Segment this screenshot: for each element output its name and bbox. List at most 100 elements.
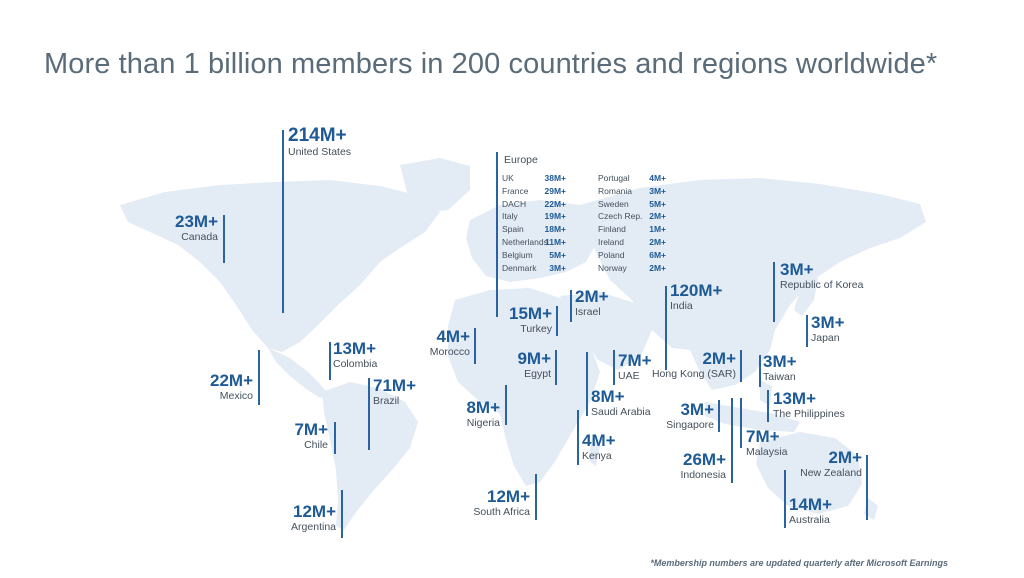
europe-country-value: 2M+ — [649, 262, 666, 273]
egypt-value: 9M+ — [517, 349, 551, 368]
europe-country-name: Czech Rep. — [598, 211, 643, 222]
tick-malaysia — [740, 398, 742, 448]
europe-country-value: 22M+ — [544, 198, 567, 209]
label-japan: 3M+ Japan — [811, 314, 845, 344]
europe-country-name: Romania — [598, 185, 633, 196]
tick-brazil — [368, 378, 370, 450]
label-argentina: 12M+ Argentina — [278, 503, 336, 533]
tick-australia — [784, 470, 786, 528]
europe-country-name: Belgium — [502, 249, 533, 260]
label-kenya: 4M+ Kenya — [582, 432, 616, 462]
europe-country-name: Denmark — [502, 262, 537, 273]
europe-country-name: France — [502, 185, 529, 196]
hong-kong-value: 2M+ — [702, 349, 736, 368]
tick-argentina — [341, 490, 343, 538]
united-states-name: United States — [288, 146, 352, 158]
nigeria-name: Nigeria — [466, 417, 500, 429]
land-southeast-asia — [705, 402, 800, 432]
europe-country-name: Poland — [598, 249, 625, 260]
canada-name: Canada — [181, 231, 218, 243]
land-australia — [756, 432, 862, 514]
land-north-america — [120, 180, 440, 352]
indonesia-value: 26M+ — [683, 450, 726, 469]
label-singapore: 3M+ Singapore — [656, 401, 714, 431]
tick-japan — [806, 315, 808, 347]
saudi-arabia-name: Saudi Arabia — [591, 406, 651, 418]
label-israel: 2M+ Israel — [575, 288, 609, 318]
malaysia-value: 7M+ — [746, 427, 780, 446]
label-united-states: 214M+ United States — [288, 126, 351, 158]
colombia-name: Colombia — [333, 358, 378, 370]
japan-name: Japan — [811, 332, 840, 344]
new-zealand-name: New Zealand — [800, 467, 862, 479]
hong-kong-name: Hong Kong (SAR) — [651, 368, 736, 380]
europe-country-name: Italy — [502, 211, 518, 222]
europe-country-value: 4M+ — [649, 173, 666, 183]
label-turkey: 15M+ Turkey — [492, 305, 552, 335]
label-india: 120M+ India — [670, 282, 722, 312]
label-taiwan: 3M+ Taiwan — [763, 353, 797, 383]
label-korea: 3M+ Republic of Korea — [780, 261, 863, 291]
label-malaysia: 7M+ Malaysia — [746, 428, 787, 458]
morocco-name: Morocco — [429, 346, 470, 358]
europe-country-value: 2M+ — [649, 211, 666, 222]
label-hong-kong: 2M+ Hong Kong (SAR) — [650, 350, 736, 380]
europe-title: Europe — [504, 154, 538, 166]
egypt-name: Egypt — [524, 368, 551, 380]
tick-kenya — [577, 410, 579, 465]
land-japan — [794, 270, 818, 316]
tick-india — [665, 286, 667, 370]
india-name: India — [670, 300, 693, 312]
europe-country-value: 2M+ — [649, 237, 666, 247]
tick-egypt — [555, 350, 557, 385]
footnote: *Membership numbers are updated quarterl… — [650, 558, 948, 568]
tick-nigeria — [505, 385, 507, 425]
label-colombia: 13M+ Colombia — [333, 340, 377, 370]
europe-country-name: Finland — [598, 224, 626, 235]
europe-country-value: 18M+ — [544, 224, 567, 235]
tick-morocco — [474, 328, 476, 364]
label-canada: 23M+ Canada — [160, 213, 218, 243]
turkey-value: 15M+ — [509, 304, 552, 323]
korea-name: Republic of Korea — [780, 279, 864, 291]
europe-country-name: Portugal — [598, 173, 630, 183]
argentina-value: 12M+ — [293, 502, 336, 521]
europe-country-value: 19M+ — [544, 211, 567, 222]
tick-canada — [223, 215, 225, 263]
kenya-name: Kenya — [582, 450, 612, 462]
australia-value: 14M+ — [789, 495, 832, 514]
label-nigeria: 8M+ Nigeria — [448, 399, 500, 429]
land-africa — [448, 288, 600, 486]
europe-country-value: 3M+ — [549, 262, 566, 273]
land-madagascar — [588, 438, 600, 466]
tick-hong-kong — [740, 350, 742, 382]
mexico-name: Mexico — [219, 390, 253, 402]
saudi-arabia-value: 8M+ — [591, 387, 625, 406]
tick-taiwan — [759, 355, 761, 387]
south-africa-name: South Africa — [473, 506, 530, 518]
label-uae: 7M+ UAE — [618, 352, 652, 382]
taiwan-name: Taiwan — [763, 371, 796, 383]
label-saudi-arabia: 8M+ Saudi Arabia — [591, 388, 651, 418]
uae-name: UAE — [618, 370, 640, 382]
land-middle-east — [560, 292, 652, 370]
label-mexico: 22M+ Mexico — [196, 372, 253, 402]
tick-chile — [334, 422, 336, 454]
chile-value: 7M+ — [294, 420, 328, 439]
australia-name: Australia — [789, 514, 830, 526]
tick-turkey — [556, 306, 558, 336]
land-south-america — [322, 382, 418, 530]
europe-country-name: Sweden — [598, 198, 629, 209]
brazil-name: Brazil — [373, 395, 400, 407]
label-new-zealand: 2M+ New Zealand — [790, 449, 862, 479]
europe-country-value: 1M+ — [649, 224, 666, 235]
morocco-value: 4M+ — [436, 327, 470, 346]
europe-country-value: 5M+ — [549, 249, 566, 260]
europe-country-name: Norway — [598, 262, 627, 273]
europe-country-value: 29M+ — [544, 185, 567, 196]
europe-country-name: Netherlands — [502, 237, 548, 247]
tick-uae — [613, 350, 615, 385]
tick-united-states — [282, 130, 284, 313]
uae-value: 7M+ — [618, 351, 652, 370]
